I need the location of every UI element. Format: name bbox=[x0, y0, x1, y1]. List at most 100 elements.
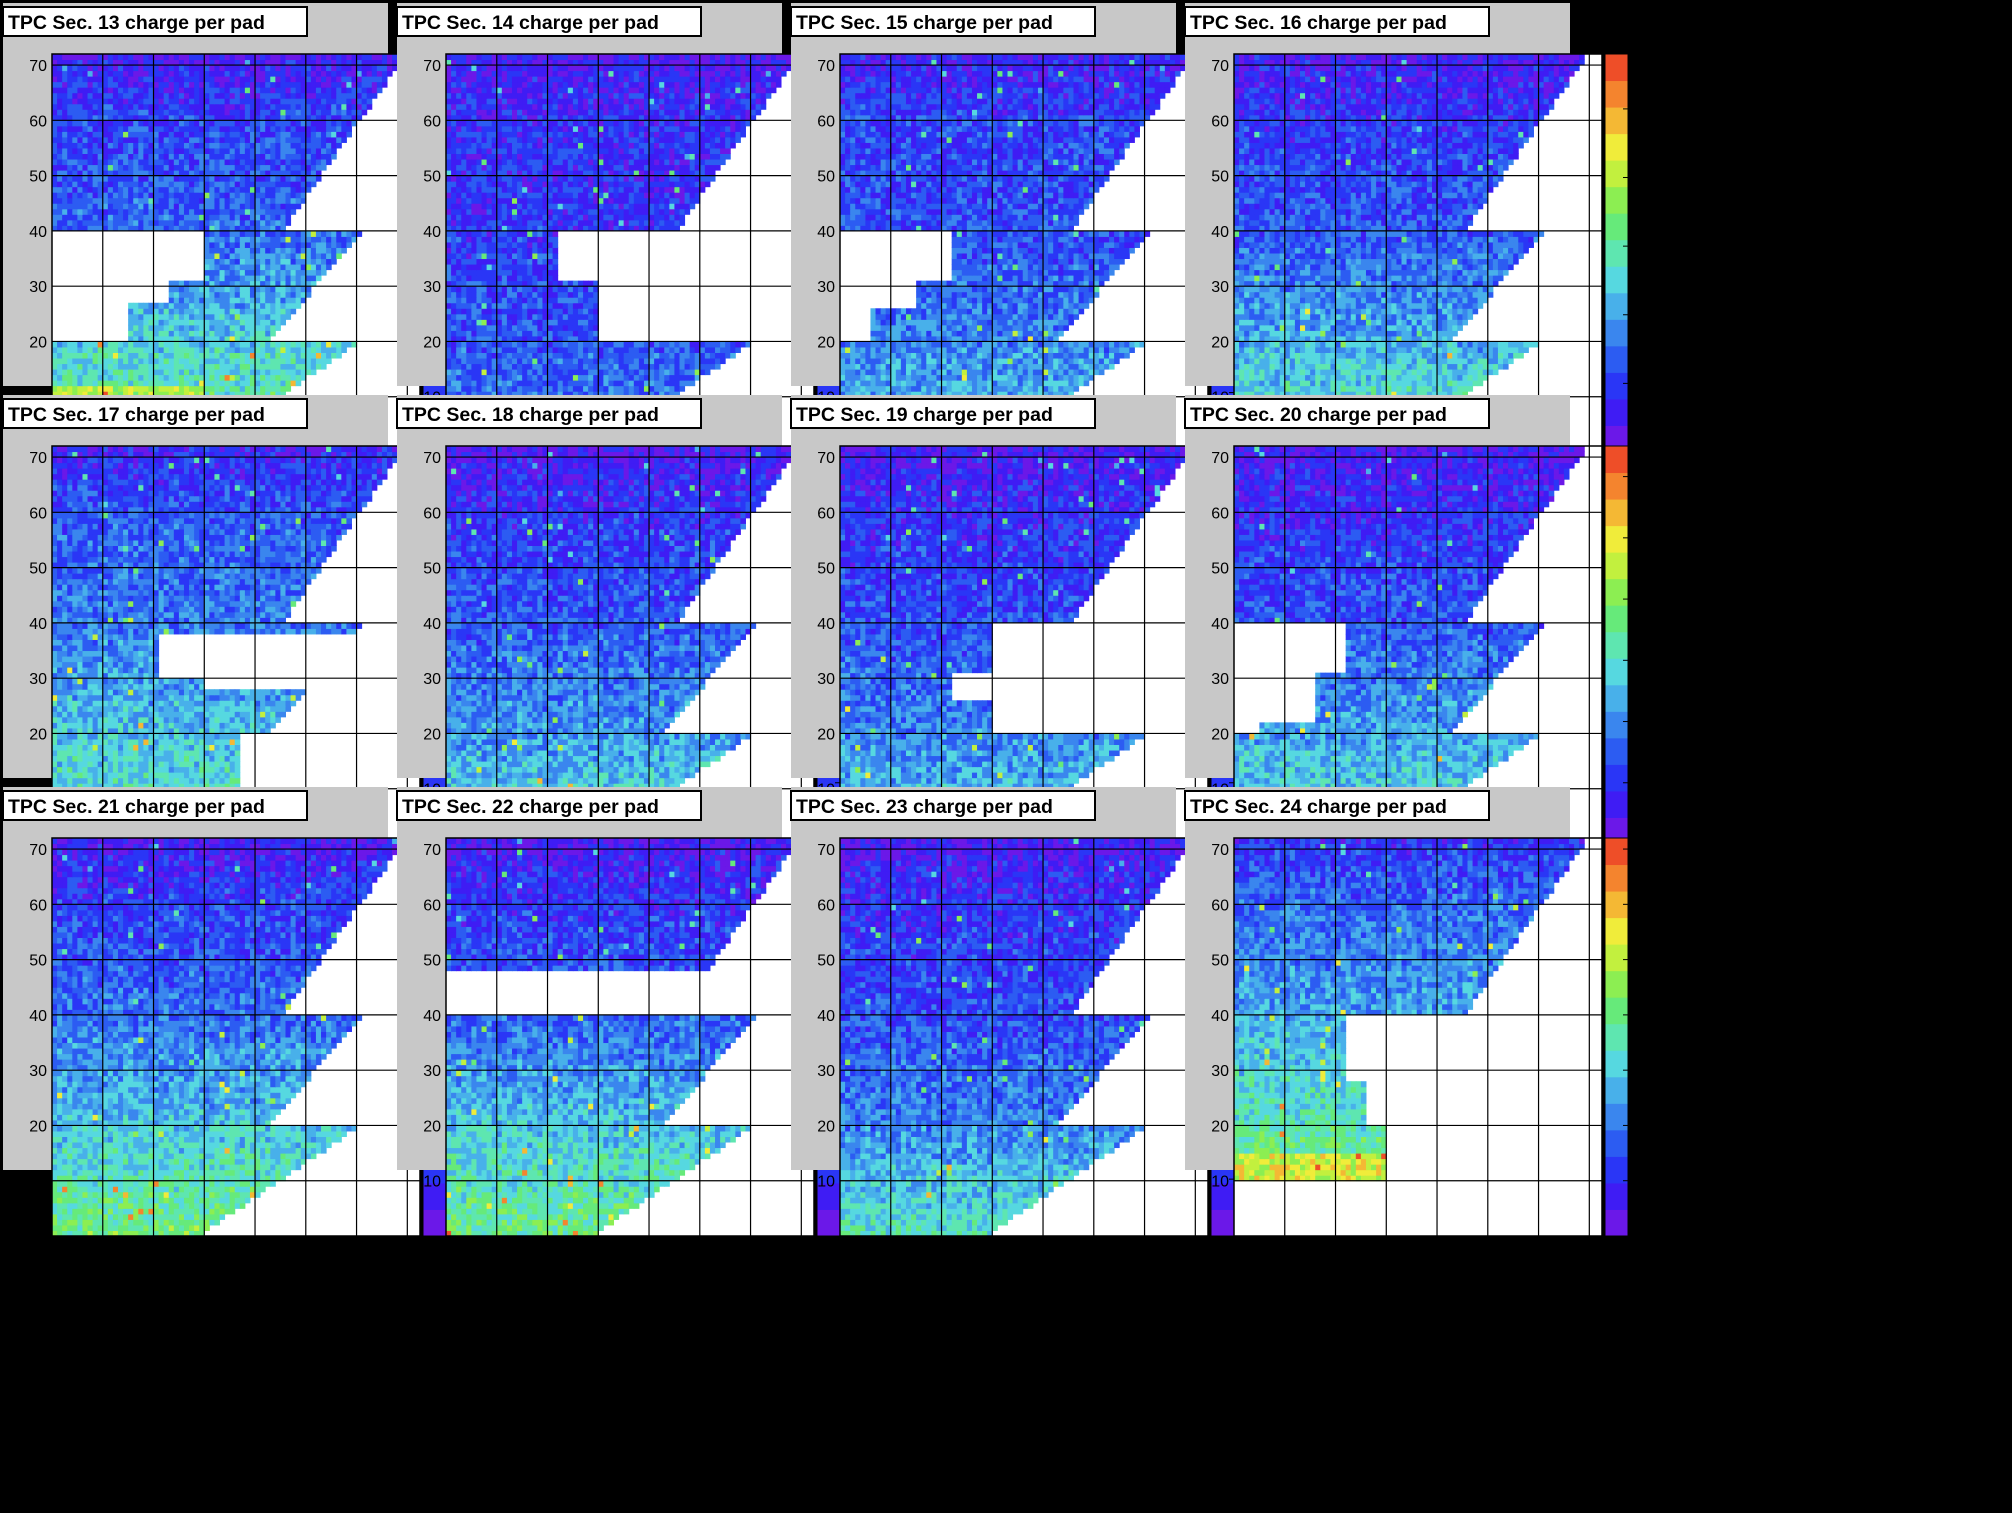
heatmap-cell bbox=[184, 303, 190, 309]
heatmap-cell bbox=[82, 369, 88, 375]
heatmap-cell bbox=[52, 192, 58, 198]
heatmap-cell bbox=[133, 364, 139, 370]
heatmap-cell bbox=[285, 264, 291, 270]
heatmap-cell bbox=[174, 314, 180, 320]
heatmap-cell bbox=[133, 209, 139, 215]
heatmap-cell bbox=[82, 347, 88, 353]
heatmap-cell bbox=[265, 341, 271, 347]
heatmap-cell bbox=[214, 341, 220, 347]
heatmap-cell bbox=[285, 297, 291, 303]
heatmap-cell bbox=[184, 314, 190, 320]
heatmap-cell bbox=[225, 380, 231, 386]
heatmap-cell bbox=[72, 187, 78, 193]
heatmap-cell bbox=[265, 242, 271, 248]
heatmap-cell bbox=[154, 187, 160, 193]
heatmap-cell bbox=[306, 231, 312, 237]
heatmap-cell bbox=[174, 214, 180, 220]
heatmap-cell bbox=[204, 314, 210, 320]
heatmap-cell bbox=[235, 270, 241, 276]
heatmap-cell bbox=[189, 308, 195, 314]
heatmap-cell bbox=[169, 214, 175, 220]
heatmap-cell bbox=[331, 259, 337, 265]
heatmap-cell bbox=[285, 314, 291, 320]
heatmap-cell bbox=[341, 236, 347, 242]
heatmap-cell bbox=[113, 358, 119, 364]
heatmap-cell bbox=[62, 364, 68, 370]
heatmap-cell bbox=[296, 286, 302, 292]
heatmap-cell bbox=[230, 341, 236, 347]
heatmap-cell bbox=[77, 176, 83, 182]
heatmap-cell bbox=[265, 325, 271, 331]
heatmap-cell bbox=[296, 198, 302, 204]
heatmap-cell bbox=[174, 380, 180, 386]
heatmap-cell bbox=[169, 341, 175, 347]
heatmap-cell bbox=[189, 286, 195, 292]
heatmap-cell bbox=[341, 231, 347, 237]
heatmap-cell bbox=[143, 347, 149, 353]
heatmap-cell bbox=[113, 198, 119, 204]
heatmap-cell bbox=[62, 214, 68, 220]
heatmap-cell bbox=[204, 198, 210, 204]
heatmap-cell bbox=[143, 214, 149, 220]
heatmap-cell bbox=[255, 369, 261, 375]
heatmap-cell bbox=[103, 187, 109, 193]
heatmap-cell bbox=[220, 253, 226, 259]
heatmap-cell bbox=[169, 297, 175, 303]
heatmap-cell bbox=[214, 187, 220, 193]
heatmap-cell bbox=[67, 353, 73, 359]
heatmap-cell bbox=[164, 308, 170, 314]
heatmap-cell bbox=[306, 236, 312, 242]
heatmap-cell bbox=[128, 181, 134, 187]
heatmap-cell bbox=[306, 270, 312, 276]
heatmap-cell bbox=[321, 358, 327, 364]
heatmap-cell bbox=[159, 303, 165, 309]
heatmap-cell bbox=[245, 375, 251, 381]
heatmap-cell bbox=[275, 275, 281, 281]
heatmap-cell bbox=[164, 353, 170, 359]
heatmap-cell bbox=[103, 358, 109, 364]
heatmap-cell bbox=[123, 341, 129, 347]
heatmap-cell bbox=[255, 292, 261, 298]
heatmap-cell bbox=[138, 364, 144, 370]
heatmap-cell bbox=[230, 364, 236, 370]
heatmap-cell bbox=[62, 353, 68, 359]
heatmap-cell bbox=[174, 198, 180, 204]
heatmap-cell bbox=[118, 347, 124, 353]
heatmap-cell bbox=[204, 242, 210, 248]
heatmap-cell bbox=[184, 214, 190, 220]
heatmap-cell bbox=[240, 364, 246, 370]
heatmap-cell bbox=[209, 369, 215, 375]
heatmap-cell bbox=[285, 253, 291, 259]
heatmap-cell bbox=[225, 303, 231, 309]
heatmap-cell bbox=[154, 364, 160, 370]
heatmap-cell bbox=[138, 192, 144, 198]
heatmap-cell bbox=[235, 181, 241, 187]
heatmap-cell bbox=[225, 292, 231, 298]
heatmap-cell bbox=[93, 353, 99, 359]
heatmap-cell bbox=[189, 297, 195, 303]
heatmap-cell bbox=[270, 236, 276, 242]
heatmap-cell bbox=[245, 275, 251, 281]
heatmap-cell bbox=[270, 192, 276, 198]
heatmap-cell bbox=[204, 275, 210, 281]
heatmap-cell bbox=[138, 308, 144, 314]
heatmap-cell bbox=[306, 181, 312, 187]
heatmap-cell bbox=[265, 192, 271, 198]
heatmap-cell bbox=[133, 358, 139, 364]
heatmap-cell bbox=[133, 325, 139, 331]
heatmap-cell bbox=[296, 375, 302, 381]
heatmap-cell bbox=[184, 353, 190, 359]
heatmap-cell bbox=[169, 386, 175, 392]
heatmap-cell bbox=[103, 375, 109, 381]
heatmap-cell bbox=[336, 253, 342, 259]
heatmap-cell bbox=[291, 187, 297, 193]
heatmap-cell bbox=[194, 347, 200, 353]
heatmap-cell bbox=[154, 347, 160, 353]
heatmap-cell bbox=[138, 314, 144, 320]
heatmap-cell bbox=[57, 369, 63, 375]
heatmap-cell bbox=[209, 181, 215, 187]
heatmap-cell bbox=[108, 369, 114, 375]
heatmap-cell bbox=[77, 198, 83, 204]
heatmap-cell bbox=[245, 286, 251, 292]
heatmap-cell bbox=[184, 176, 190, 182]
